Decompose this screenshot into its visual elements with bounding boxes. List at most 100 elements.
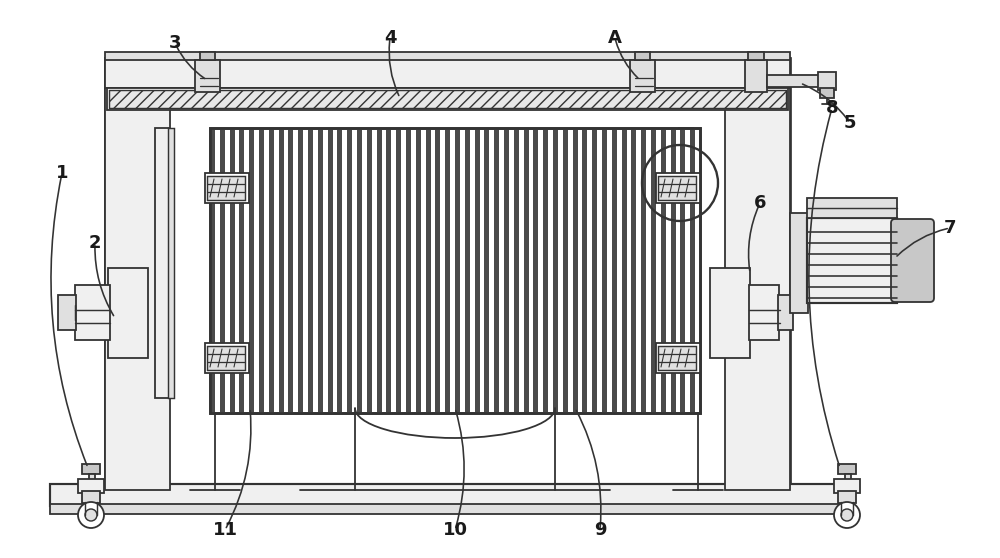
Bar — [635, 52, 650, 60]
Bar — [205, 173, 249, 203]
Bar — [710, 268, 750, 358]
Bar — [820, 88, 834, 98]
Bar — [195, 60, 220, 92]
Bar — [748, 52, 764, 60]
Bar — [210, 128, 700, 413]
Bar — [82, 464, 100, 474]
Circle shape — [85, 509, 97, 521]
Bar — [656, 173, 700, 203]
Bar — [416, 129, 421, 412]
Bar — [50, 484, 840, 506]
Text: 5: 5 — [844, 114, 856, 132]
Bar — [347, 129, 352, 412]
Bar — [553, 129, 558, 412]
Text: 9: 9 — [594, 521, 606, 539]
Bar — [465, 129, 470, 412]
Bar — [445, 129, 450, 412]
Bar — [82, 491, 100, 503]
Text: 4: 4 — [384, 29, 396, 47]
Bar — [494, 129, 499, 412]
Bar — [207, 176, 245, 200]
Bar — [328, 129, 332, 412]
Bar — [318, 129, 323, 412]
Text: 3: 3 — [169, 34, 181, 52]
Bar — [155, 128, 169, 398]
Bar — [631, 129, 636, 412]
Bar — [790, 213, 808, 313]
Bar — [105, 58, 170, 490]
Bar — [690, 129, 695, 412]
Bar — [745, 60, 767, 92]
Bar — [725, 58, 790, 490]
Bar — [210, 128, 700, 413]
Bar — [200, 52, 215, 60]
Bar — [50, 504, 840, 514]
Bar — [78, 479, 104, 493]
Bar — [656, 343, 700, 373]
Bar — [807, 198, 897, 218]
Bar — [767, 75, 822, 87]
Circle shape — [834, 502, 860, 528]
Bar — [75, 285, 110, 340]
Bar — [455, 129, 460, 412]
Bar — [168, 128, 174, 398]
Bar — [671, 129, 676, 412]
Bar — [622, 129, 626, 412]
Bar — [220, 129, 225, 412]
Bar — [396, 129, 401, 412]
Bar — [484, 129, 489, 412]
Bar — [308, 129, 313, 412]
Bar — [475, 129, 480, 412]
Bar — [205, 343, 249, 373]
Bar — [269, 129, 274, 412]
Bar — [298, 129, 303, 412]
FancyBboxPatch shape — [891, 219, 934, 302]
Text: 8: 8 — [826, 99, 838, 117]
Circle shape — [78, 502, 104, 528]
Bar — [207, 346, 245, 370]
Text: 1: 1 — [56, 164, 68, 182]
Bar — [249, 129, 254, 412]
Bar — [109, 90, 786, 108]
Bar — [592, 129, 597, 412]
Bar — [337, 129, 342, 412]
Bar — [838, 464, 856, 474]
Bar — [230, 129, 234, 412]
Bar — [105, 58, 790, 88]
Bar — [834, 479, 860, 493]
Bar — [89, 474, 95, 480]
Bar — [58, 295, 76, 330]
Bar — [612, 129, 617, 412]
Bar — [693, 128, 699, 398]
Bar — [543, 129, 548, 412]
Bar — [259, 129, 264, 412]
Bar — [105, 52, 790, 60]
Bar — [377, 129, 382, 412]
Text: A: A — [608, 29, 622, 47]
Bar — [504, 129, 509, 412]
Bar — [426, 129, 430, 412]
Bar — [680, 129, 685, 412]
Text: 11: 11 — [212, 521, 238, 539]
Text: 10: 10 — [442, 521, 468, 539]
Bar — [658, 346, 696, 370]
Bar — [357, 129, 362, 412]
Bar — [524, 129, 528, 412]
Bar — [514, 129, 519, 412]
Bar — [435, 129, 440, 412]
Bar — [288, 129, 293, 412]
Bar — [838, 491, 856, 503]
Bar — [602, 129, 607, 412]
Bar — [661, 129, 666, 412]
Bar — [807, 218, 897, 303]
Circle shape — [841, 509, 853, 521]
Bar — [630, 60, 655, 92]
Text: 2: 2 — [89, 234, 101, 252]
Bar — [573, 129, 578, 412]
Bar — [658, 176, 696, 200]
Bar — [533, 129, 538, 412]
Bar — [239, 129, 244, 412]
Bar — [778, 295, 793, 330]
Bar — [108, 268, 148, 358]
Bar — [107, 88, 788, 110]
